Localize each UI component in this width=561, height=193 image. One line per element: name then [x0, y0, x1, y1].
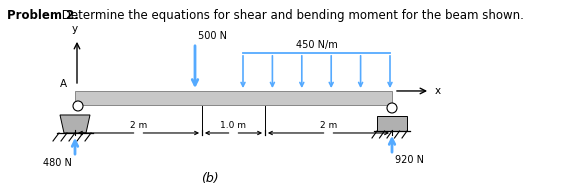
Text: 920 N: 920 N	[395, 155, 424, 165]
Text: y: y	[72, 24, 78, 34]
Text: 1.0 m: 1.0 m	[220, 121, 246, 130]
Text: 2 m: 2 m	[320, 121, 337, 130]
Circle shape	[73, 101, 83, 111]
Bar	[377, 116, 407, 131]
Text: 2 m: 2 m	[130, 121, 147, 130]
Text: (b): (b)	[201, 172, 219, 185]
Text: x: x	[435, 86, 441, 96]
Polygon shape	[60, 115, 90, 133]
Text: 450 N/m: 450 N/m	[296, 40, 337, 50]
Text: Problem 2.: Problem 2.	[7, 9, 79, 22]
Text: 500 N: 500 N	[198, 31, 227, 41]
Text: A: A	[60, 79, 67, 89]
Text: 480 N: 480 N	[43, 158, 72, 168]
Text: Determine the equations for shear and bending moment for the beam shown.: Determine the equations for shear and be…	[58, 9, 524, 22]
Circle shape	[387, 103, 397, 113]
Bar	[75, 91, 392, 105]
